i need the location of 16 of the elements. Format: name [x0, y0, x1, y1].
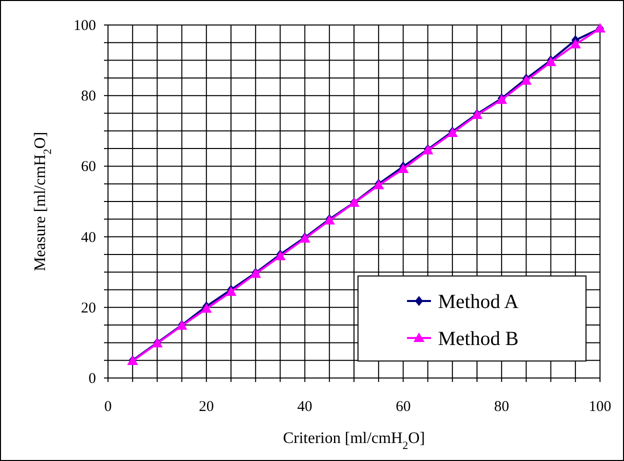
x-tick-label: 40	[297, 399, 312, 415]
y-tick-label: 0	[88, 371, 96, 387]
y-tick-label: 40	[81, 230, 96, 246]
y-tick-label: 80	[81, 88, 96, 105]
x-tick-label: 60	[396, 399, 411, 415]
x-axis-title: Criterion [ml/cmH$_{2}$O]	[282, 430, 426, 452]
y-tick-label: 60	[81, 159, 96, 176]
y-tick-label: 100	[74, 18, 96, 34]
x-tick-label: 80	[494, 399, 510, 415]
x-tick-label: 0	[104, 399, 112, 415]
y-tick-label: 20	[81, 300, 96, 316]
x-tick-label: 20	[198, 399, 214, 415]
legend-label: Method A	[438, 291, 520, 313]
x-tick-label: 100	[588, 399, 612, 415]
point	[570, 38, 581, 48]
legend-label: Method B	[438, 328, 519, 350]
